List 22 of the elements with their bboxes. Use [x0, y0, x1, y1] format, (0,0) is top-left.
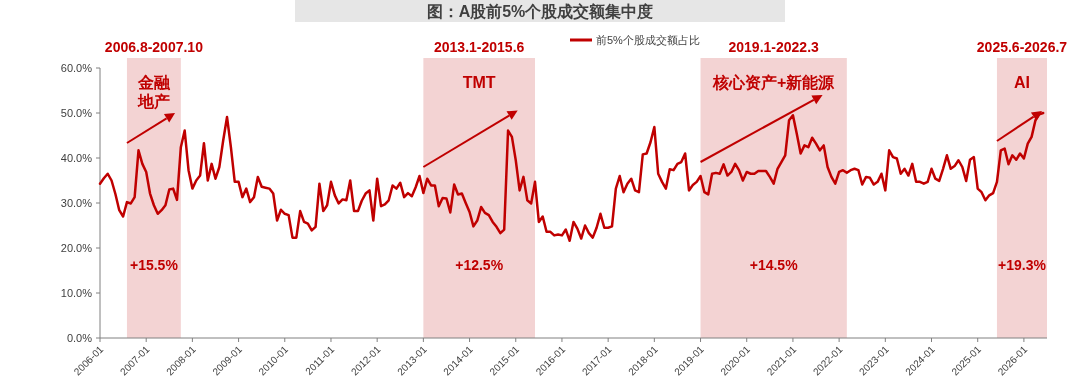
- y-tick-label: 0.0%: [66, 332, 93, 344]
- y-tick-label: 60.0%: [60, 62, 93, 74]
- band-label: 2019.1-2022.3: [728, 39, 820, 55]
- legend-label: 前5%个股成交额占比: [596, 34, 700, 46]
- band-label: 2006.8-2007.10: [104, 39, 204, 55]
- y-tick-label: 10.0%: [60, 287, 93, 299]
- y-tick-label: 20.0%: [60, 242, 93, 254]
- annotation: 核心资产+新能源: [712, 73, 836, 91]
- y-tick-label: 30.0%: [60, 197, 93, 209]
- band-label: 2025.6-2026.7: [976, 39, 1068, 55]
- chart-title: 图：A股前5%个股成交额集中度: [426, 2, 654, 20]
- annotation: TMT: [462, 74, 496, 91]
- annotation: +19.3%: [998, 257, 1047, 273]
- annotation: +15.5%: [129, 257, 179, 273]
- band-label: 2013.1-2015.6: [434, 39, 525, 55]
- annotation: +14.5%: [749, 257, 799, 273]
- annotation: 金融地产: [136, 74, 171, 110]
- annotation: AI: [1013, 74, 1030, 91]
- y-tick-label: 50.0%: [60, 107, 93, 119]
- y-tick-label: 40.0%: [60, 152, 93, 164]
- annotation: +12.5%: [455, 257, 504, 273]
- legend: 前5%个股成交额占比: [570, 34, 700, 46]
